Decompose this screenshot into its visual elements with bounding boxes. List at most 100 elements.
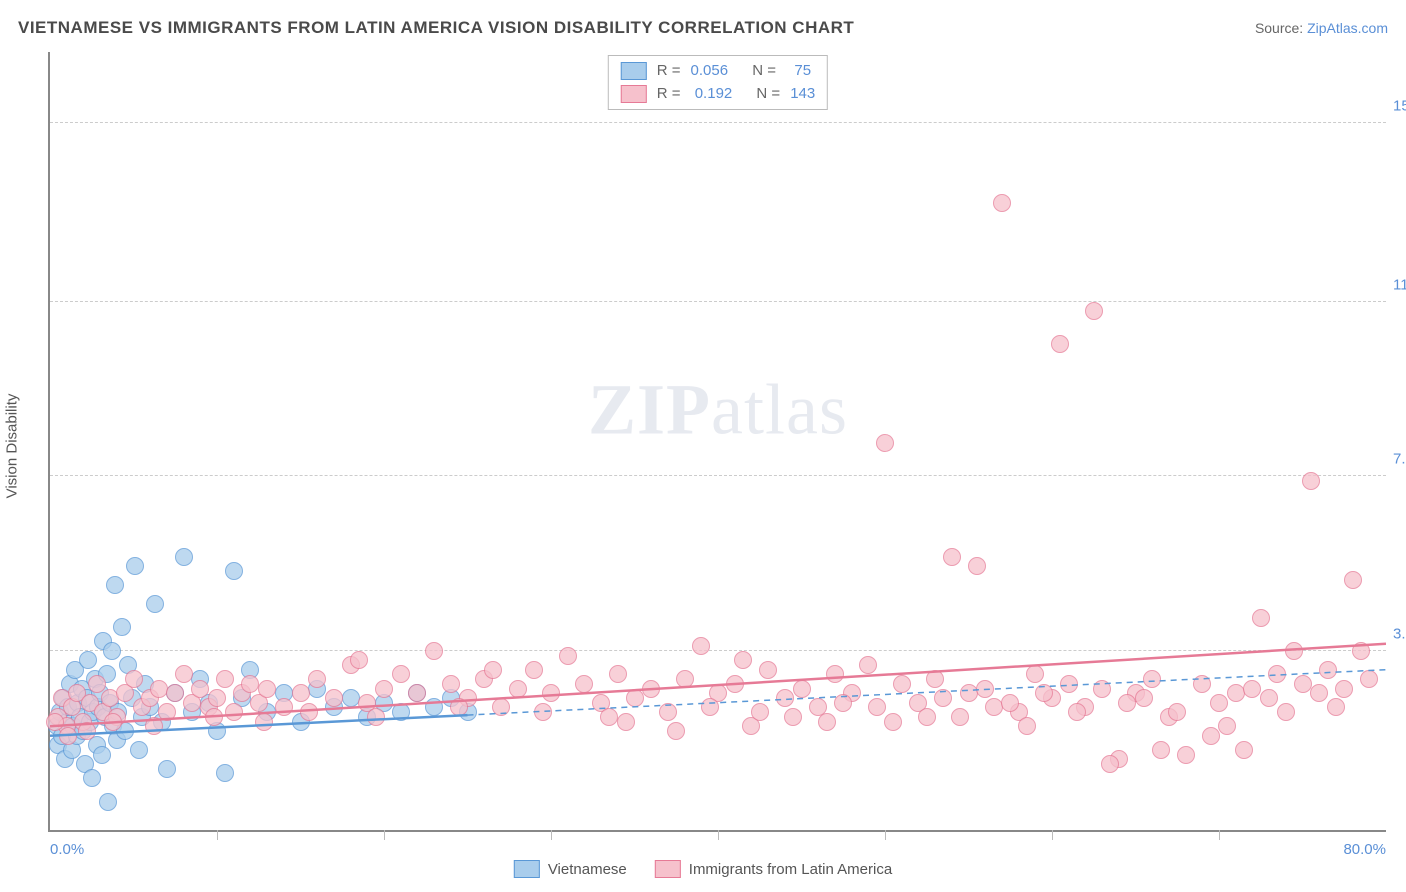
data-point-latin	[158, 703, 176, 721]
legend-swatch-blue	[621, 62, 647, 80]
xtick-minor	[885, 830, 886, 840]
data-point-latin	[1026, 665, 1044, 683]
data-point-vietnamese	[106, 576, 124, 594]
data-point-latin	[525, 661, 543, 679]
data-point-latin	[1177, 746, 1195, 764]
legend-swatch-latin	[655, 860, 681, 878]
data-point-latin	[492, 698, 510, 716]
data-point-latin	[985, 698, 1003, 716]
data-point-latin	[667, 722, 685, 740]
data-point-latin	[46, 713, 64, 731]
data-point-vietnamese	[425, 698, 443, 716]
gridline-h	[50, 122, 1386, 123]
legend-label-latin: Immigrants from Latin America	[689, 861, 892, 878]
data-point-latin	[125, 670, 143, 688]
source-link[interactable]: ZipAtlas.com	[1307, 20, 1388, 36]
xtick-minor	[1052, 830, 1053, 840]
data-point-vietnamese	[342, 689, 360, 707]
legend-series: Vietnamese Immigrants from Latin America	[514, 860, 892, 878]
data-point-vietnamese	[158, 760, 176, 778]
data-point-vietnamese	[175, 548, 193, 566]
data-point-latin	[534, 703, 552, 721]
xtick-label: 80.0%	[1343, 841, 1386, 858]
data-point-latin	[1327, 698, 1345, 716]
watermark: ZIPatlas	[588, 368, 848, 451]
data-point-latin	[375, 680, 393, 698]
xtick-label: 0.0%	[50, 841, 84, 858]
data-point-latin	[1193, 675, 1211, 693]
legend-swatch-vietnamese	[514, 860, 540, 878]
data-point-latin	[1227, 684, 1245, 702]
data-point-latin	[759, 661, 777, 679]
plot-inner: ZIPatlas R = 0.056 N = 75 R = 0.192 N = …	[50, 52, 1386, 830]
data-point-latin	[1093, 680, 1111, 698]
data-point-latin	[484, 661, 502, 679]
data-point-latin	[993, 194, 1011, 212]
data-point-latin	[1252, 609, 1270, 627]
data-point-latin	[150, 680, 168, 698]
data-point-latin	[776, 689, 794, 707]
data-point-latin	[1168, 703, 1186, 721]
data-point-latin	[575, 675, 593, 693]
xtick-minor	[1219, 830, 1220, 840]
n-label-2: N =	[756, 83, 780, 106]
data-point-latin	[1310, 684, 1328, 702]
data-point-latin	[968, 557, 986, 575]
data-point-latin	[208, 689, 226, 707]
gridline-h	[50, 475, 1386, 476]
data-point-latin	[1243, 680, 1261, 698]
data-point-latin	[1085, 302, 1103, 320]
data-point-latin	[934, 689, 952, 707]
n-value-1: 75	[786, 60, 811, 83]
ytick-label: 11.2%	[1393, 276, 1406, 293]
data-point-latin	[166, 684, 184, 702]
data-point-latin	[859, 656, 877, 674]
data-point-latin	[976, 680, 994, 698]
data-point-latin	[1285, 642, 1303, 660]
data-point-latin	[225, 703, 243, 721]
data-point-latin	[734, 651, 752, 669]
data-point-latin	[600, 708, 618, 726]
data-point-latin	[626, 689, 644, 707]
data-point-latin	[1118, 694, 1136, 712]
data-point-latin	[692, 637, 710, 655]
data-point-latin	[609, 665, 627, 683]
data-point-latin	[205, 708, 223, 726]
data-point-latin	[450, 698, 468, 716]
data-point-latin	[1277, 703, 1295, 721]
r-label: R =	[657, 60, 681, 83]
data-point-latin	[1152, 741, 1170, 759]
data-point-latin	[1001, 694, 1019, 712]
data-point-latin	[1218, 717, 1236, 735]
data-point-latin	[884, 713, 902, 731]
data-point-latin	[1060, 675, 1078, 693]
xtick-minor	[217, 830, 218, 840]
ytick-label: 15.0%	[1393, 97, 1406, 114]
data-point-latin	[868, 698, 886, 716]
data-point-latin	[1202, 727, 1220, 745]
legend-label-vietnamese: Vietnamese	[548, 861, 627, 878]
data-point-latin	[834, 694, 852, 712]
ytick-label: 3.8%	[1393, 625, 1406, 642]
data-point-vietnamese	[130, 741, 148, 759]
ytick-label: 7.5%	[1393, 451, 1406, 468]
source-prefix: Source:	[1255, 20, 1307, 36]
r-value-2: 0.192	[691, 83, 733, 106]
data-point-latin	[408, 684, 426, 702]
gridline-h	[50, 301, 1386, 302]
data-point-latin	[1235, 741, 1253, 759]
watermark-atlas: atlas	[711, 369, 848, 449]
data-point-latin	[726, 675, 744, 693]
data-point-latin	[350, 651, 368, 669]
data-point-latin	[676, 670, 694, 688]
data-point-latin	[943, 548, 961, 566]
data-point-latin	[951, 708, 969, 726]
data-point-vietnamese	[392, 703, 410, 721]
data-point-latin	[642, 680, 660, 698]
legend-item-vietnamese: Vietnamese	[514, 860, 627, 878]
data-point-vietnamese	[83, 769, 101, 787]
data-point-latin	[559, 647, 577, 665]
data-point-latin	[876, 434, 894, 452]
xtick-minor	[718, 830, 719, 840]
data-point-latin	[542, 684, 560, 702]
